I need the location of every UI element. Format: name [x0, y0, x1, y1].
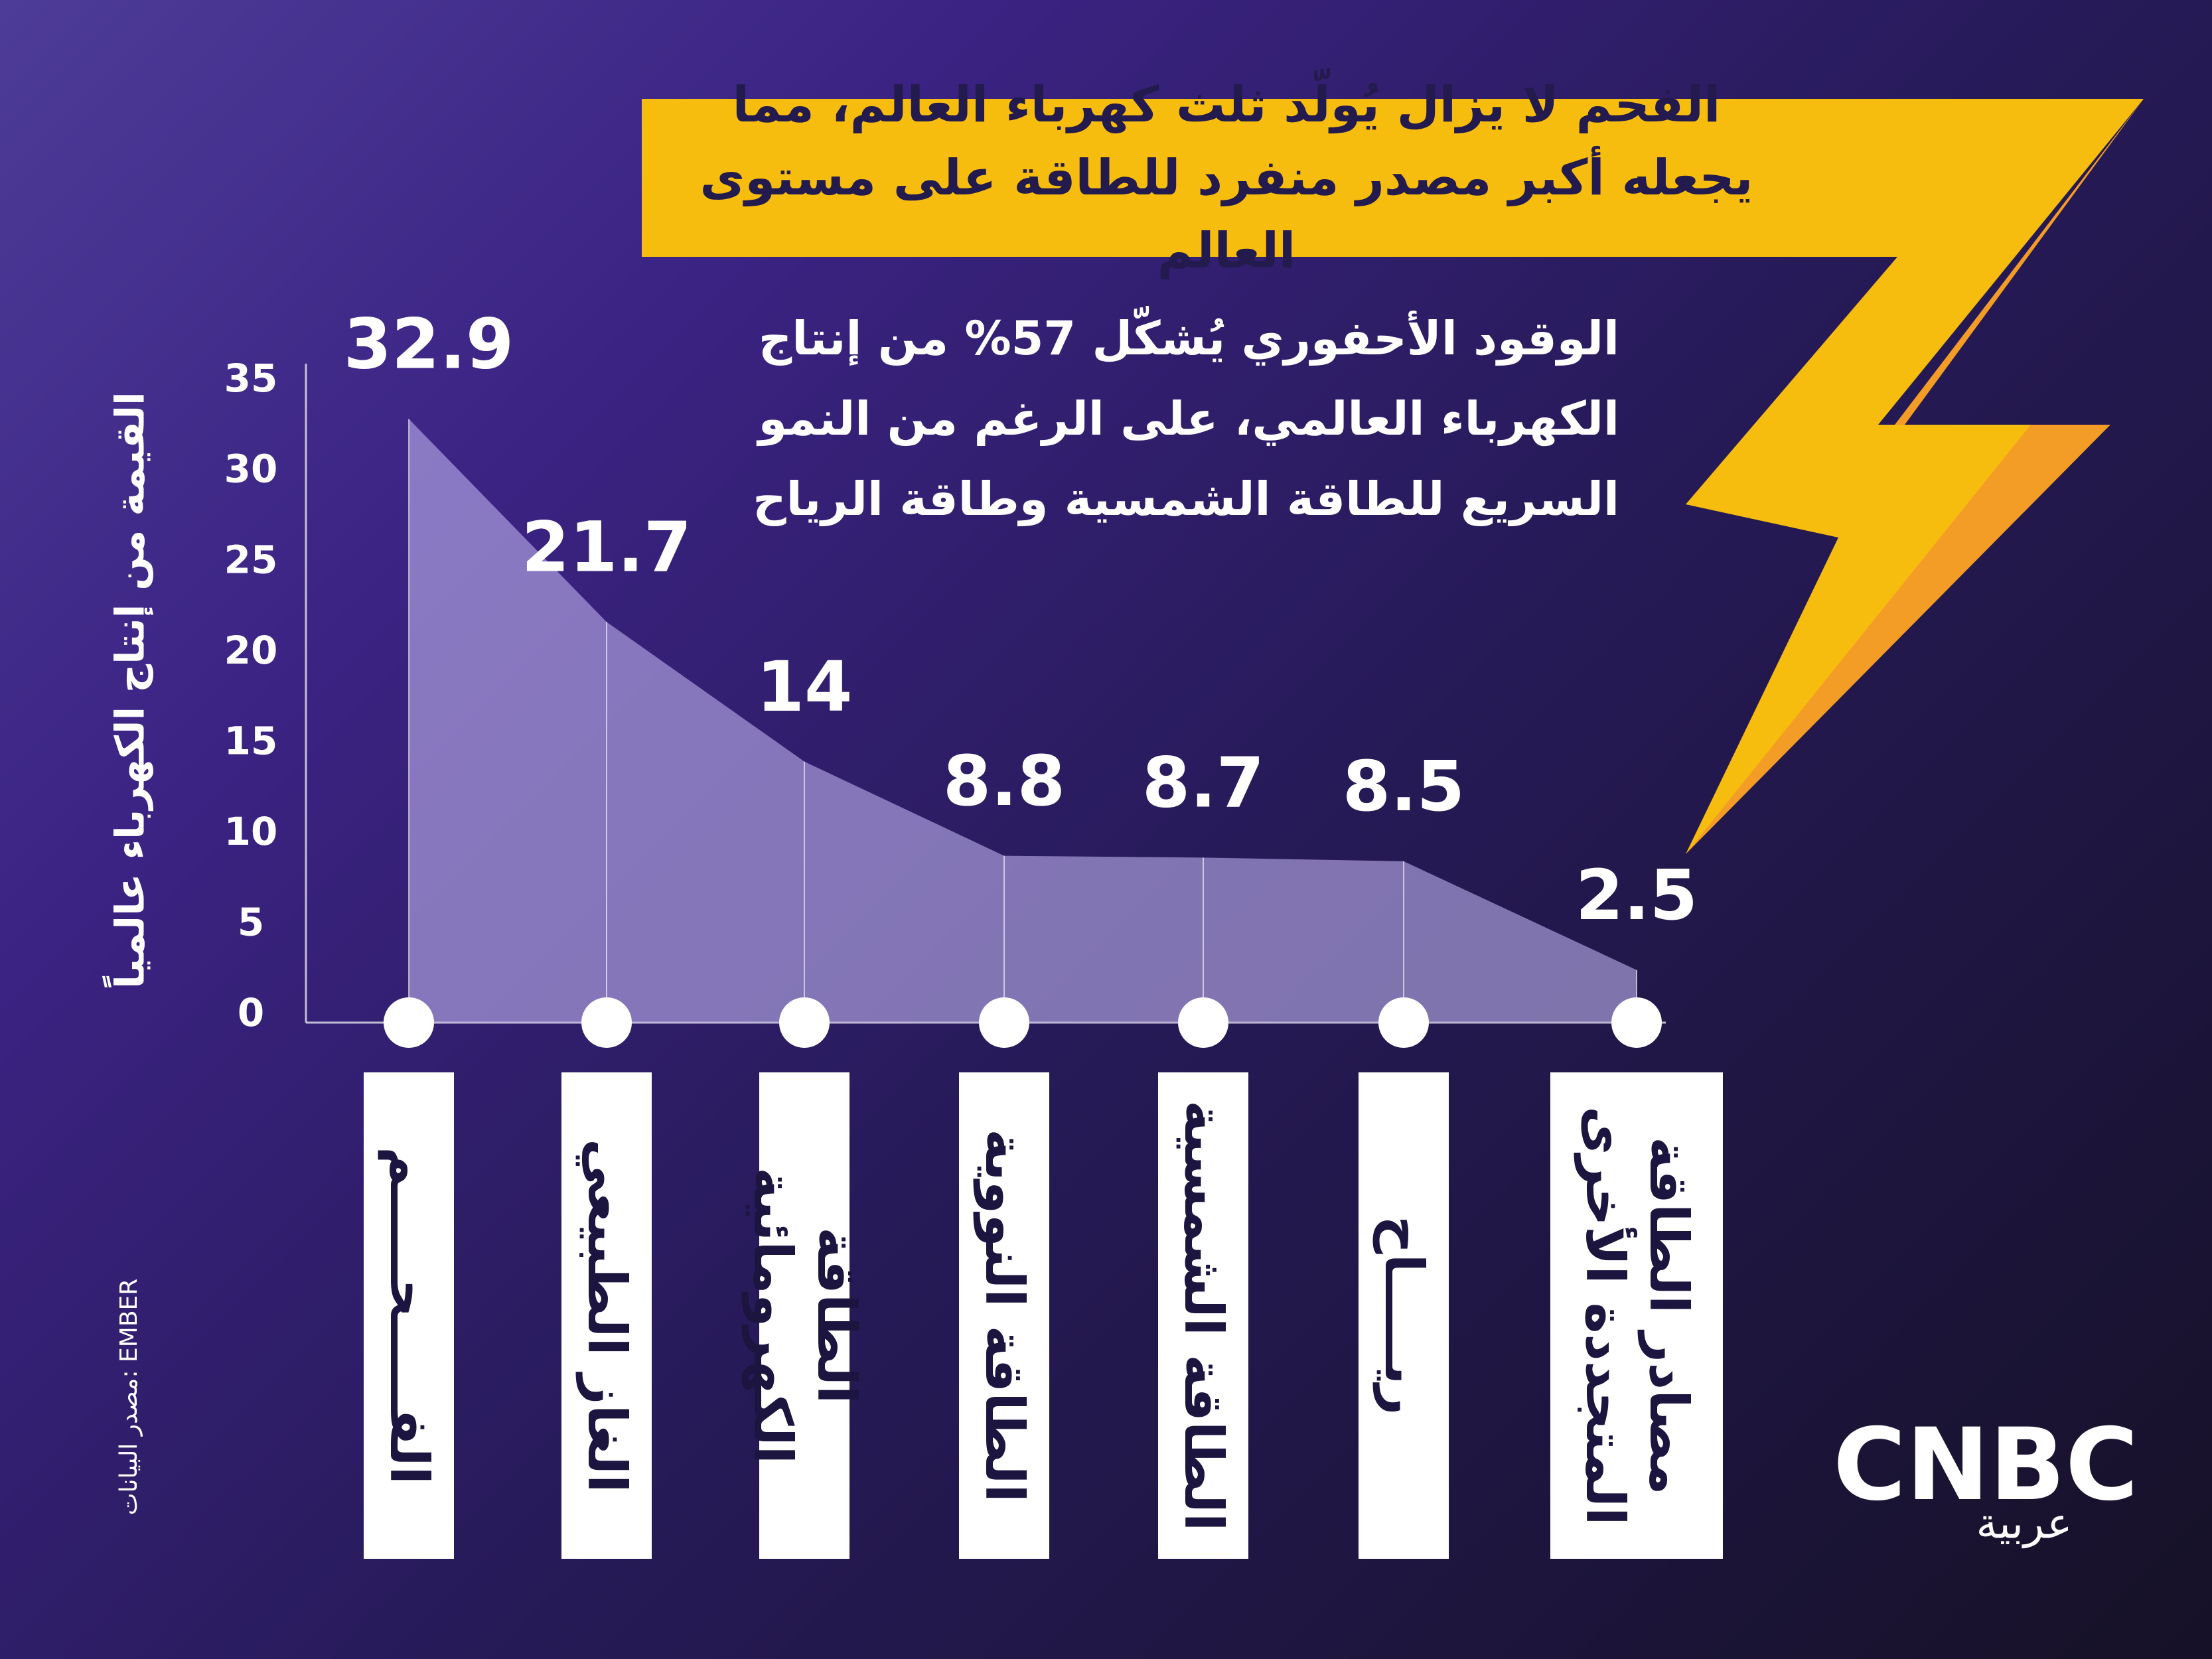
category-label: الطاقة النووية	[959, 1072, 1049, 1559]
category-label: الفـــــحـــــم	[364, 1072, 454, 1559]
y-tick-label: 0	[238, 990, 264, 1035]
category-dot	[779, 997, 830, 1048]
y-tick-label: 25	[224, 537, 278, 582]
y-tick-label: 15	[224, 718, 278, 763]
y-tick-label: 10	[224, 809, 278, 854]
logo-edition: عربية	[1976, 1500, 2073, 1549]
y-axis-label: القيمة من إنتاج الكهرباء عالمياً	[102, 392, 153, 988]
category-label: الغاز الطبيعي	[561, 1072, 652, 1559]
category-dot	[1378, 997, 1429, 1048]
value-label: 8.5	[1343, 746, 1465, 827]
category-label: الطاقة الكهرومائية	[742, 1072, 867, 1559]
y-tick-label: 20	[224, 628, 278, 673]
y-tick-label: 30	[224, 447, 278, 492]
category-label: مصادر الطاقة المتجددة الأخرى	[1550, 1072, 1723, 1559]
logo-brand: CNBC	[1833, 1407, 2138, 1523]
source: مصدر البيانات: EMBER	[115, 1279, 143, 1516]
category-dot	[1178, 997, 1228, 1048]
value-label: 8.8	[943, 741, 1065, 822]
category-dot	[384, 997, 434, 1048]
chart-title: الفحم لا يزال يُولّد ثلث كهرباء العالم، …	[700, 76, 1753, 279]
category-dot	[1611, 997, 1662, 1048]
value-label: 14	[757, 646, 853, 727]
y-tick-label: 5	[238, 900, 264, 945]
lightning	[1686, 99, 2144, 854]
title-box: الفحم لا يزال يُولّد ثلث كهرباء العالم، …	[642, 76, 1897, 279]
subtitle: الوقود الأحفوري يُشكّل 57% من إنتاج الكه…	[753, 311, 1619, 526]
value-label: 2.5	[1576, 855, 1698, 936]
category-label: ريـــــاح	[1359, 1072, 1449, 1559]
y-tick-label: 35	[224, 356, 278, 401]
category-label: الطاقة الشمسية	[1158, 1072, 1248, 1559]
value-label: 8.7	[1142, 743, 1264, 824]
value-label: 32.9	[344, 304, 514, 385]
category-dot	[979, 997, 1029, 1048]
area	[409, 419, 1637, 1023]
value-label: 21.7	[522, 507, 692, 588]
category-dot	[581, 997, 632, 1048]
